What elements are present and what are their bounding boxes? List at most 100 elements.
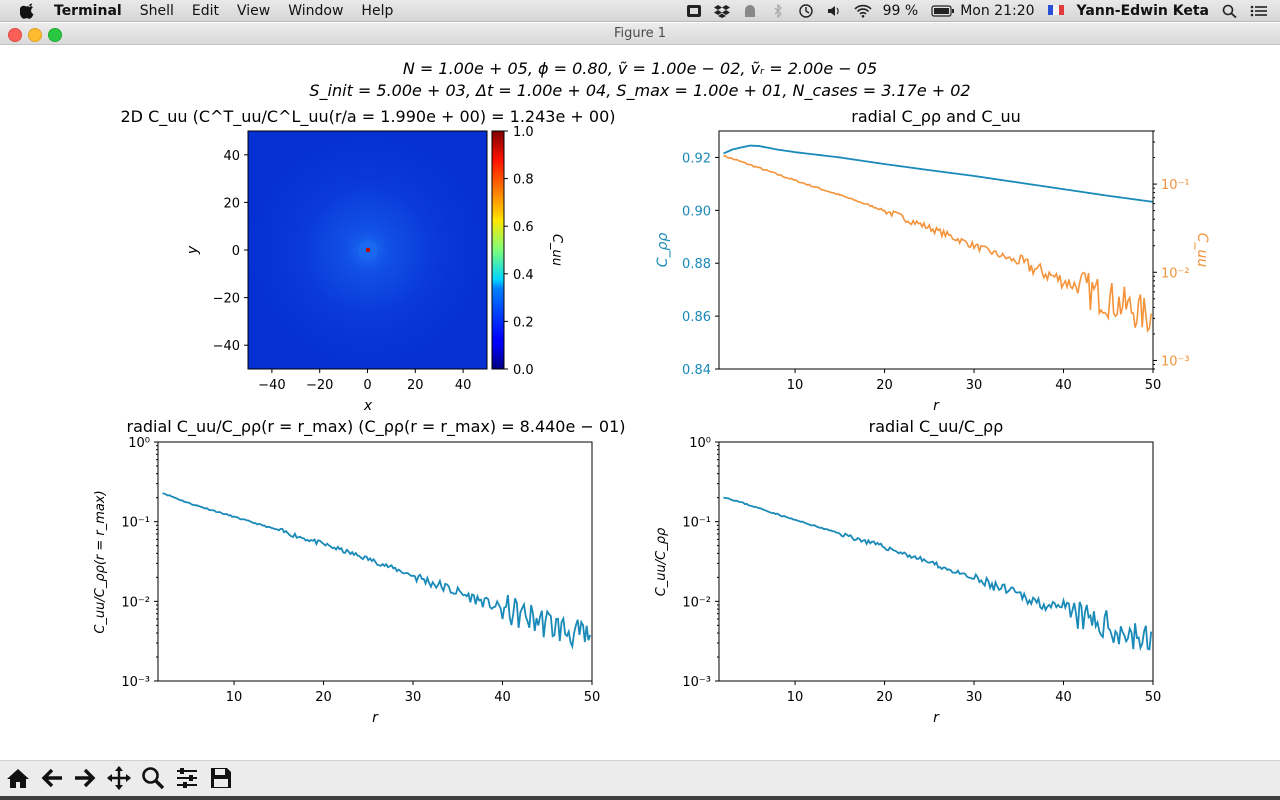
plot3-x-ticks: 10 20 30 40 50 (226, 681, 600, 705)
window-title: Figure 1 (613, 26, 667, 41)
time-machine-icon[interactable] (798, 4, 814, 18)
x-tick-label: 40 (494, 690, 511, 705)
plot1-x-tick-label: 20 (407, 378, 424, 393)
menu-help[interactable]: Help (361, 2, 394, 19)
plot2-y-left-tick-label: 0.90 (682, 204, 711, 219)
colorbar-tick-label: 0.2 (513, 315, 534, 330)
plot2-y-right-tick-label: 10⁻² (1161, 266, 1190, 281)
desktop-strip (0, 796, 1280, 800)
plot3-title: radial C_uu/C_ρρ(r = r_max) (C_ρρ(r = r_… (126, 417, 625, 437)
x-tick-label: 40 (1055, 690, 1072, 705)
plot2-frame (718, 130, 1154, 370)
apple-icon[interactable] (20, 3, 36, 19)
plot1-y-tick-label: 0 (232, 244, 240, 259)
suptitle-line-1: N = 1.00e + 05, ϕ = 0.80, ṽ = 1.00e − 02… (403, 59, 877, 78)
colorbar-tick-label: 0.4 (513, 268, 534, 283)
y-tick-label: 10⁰ (128, 436, 150, 451)
plot1-y-tick-label: −20 (213, 292, 240, 307)
notification-center-icon[interactable] (1250, 4, 1267, 18)
menu-app-name[interactable]: Terminal (54, 2, 122, 19)
x-tick-label: 20 (876, 690, 893, 705)
ratio-line (723, 496, 1153, 652)
clock[interactable]: Mon 21:20 (960, 3, 1035, 19)
plot1-x-tick-label: −40 (258, 378, 285, 393)
plot2-y-right-tick-label: 10⁻¹ (1161, 178, 1190, 193)
y-tick-label: 10⁻¹ (121, 516, 150, 531)
zoom-button[interactable] (138, 763, 168, 793)
colorbar (491, 130, 505, 370)
plot4-title: radial C_uu/C_ρρ (869, 417, 1004, 437)
plot2-lines (723, 144, 1154, 333)
y-tick-label: 10⁻³ (682, 675, 711, 690)
colorbar-tick-label: 0.6 (513, 220, 534, 235)
minimize-window-button[interactable] (28, 28, 42, 42)
plot2-x-tick-label: 50 (1145, 378, 1162, 393)
plot2-title: radial C_ρρ and C_uu (851, 107, 1021, 127)
spotlight-search-icon[interactable] (1222, 4, 1238, 18)
plot4-x-ticks: 10 20 30 40 50 (787, 681, 1161, 705)
menu-view[interactable]: View (236, 2, 271, 19)
plot2-y-ticks-left: 0.92 0.90 0.88 0.86 0.84 (682, 151, 719, 378)
pan-button[interactable] (104, 763, 134, 793)
wifi-icon[interactable] (854, 4, 872, 18)
close-window-button[interactable] (8, 28, 22, 42)
zoom-icon (142, 767, 165, 790)
shield-icon[interactable] (742, 4, 758, 18)
window-titlebar[interactable]: Figure 1 (0, 23, 1280, 45)
menu-shell[interactable]: Shell (139, 2, 174, 19)
plot2-y-left-tick-label: 0.86 (682, 310, 711, 325)
input-source-flag-icon[interactable] (1047, 4, 1064, 18)
plot1-y-ticks: 40 20 0 −20 −40 (213, 149, 248, 354)
battery-percent: 99 % (882, 3, 919, 19)
x-tick-label: 20 (315, 690, 332, 705)
save-icon (211, 768, 231, 788)
configure-subplots-button[interactable] (172, 763, 202, 793)
bluetooth-icon[interactable] (770, 4, 786, 18)
volume-icon[interactable] (826, 4, 842, 18)
user-name[interactable]: Yann-Edwin Keta (1076, 3, 1209, 19)
colorbar-tick-label: 0.8 (513, 173, 534, 188)
colorbar-tick-label: 1.0 (513, 125, 534, 140)
plot2-ylabel-left: C_ρρ (655, 233, 671, 268)
configure-icon (177, 768, 197, 788)
navigation-toolbar (0, 760, 1280, 796)
plot2-x-ticks: 10 20 30 40 50 (787, 369, 1161, 393)
home-button[interactable] (3, 763, 33, 793)
dropbox-icon[interactable] (713, 4, 730, 18)
plot4-ylabel: C_uu/C_ρρ (654, 527, 669, 596)
plot1-x-tick-label: −20 (306, 378, 333, 393)
back-icon (41, 768, 62, 788)
figure-canvas[interactable]: N = 1.00e + 05, ϕ = 0.80, ṽ = 1.00e − 02… (0, 46, 1280, 760)
y-tick-label: 10⁻³ (121, 675, 150, 690)
zoom-window-button[interactable] (48, 28, 62, 42)
plot3-line (162, 492, 592, 650)
plot2-x-tick-label: 40 (1055, 378, 1072, 393)
back-button[interactable] (37, 763, 67, 793)
x-tick-label: 50 (584, 690, 601, 705)
plot4-line (723, 496, 1153, 652)
notes-icon[interactable] (686, 4, 702, 18)
plot1-x-tick-label: 0 (363, 378, 371, 393)
heatmap-center-peak (366, 248, 370, 252)
colorbar-label: C_uu (549, 234, 564, 266)
plot3-y-ticks: 10⁰ 10⁻¹ 10⁻² 10⁻³ (121, 436, 158, 690)
x-tick-label: 30 (405, 690, 422, 705)
y-tick-label: 10⁰ (689, 436, 711, 451)
plot2-y-ticks-right: 10⁻¹ 10⁻² 10⁻³ (1153, 130, 1190, 370)
forward-icon (75, 768, 96, 788)
forward-button[interactable] (70, 763, 100, 793)
y-tick-label: 10⁻² (121, 595, 150, 610)
plot2-x-tick-label: 10 (787, 378, 804, 393)
x-tick-label: 10 (226, 690, 243, 705)
menu-window[interactable]: Window (288, 2, 344, 19)
plot1-y-tick-label: −40 (213, 339, 240, 354)
battery-icon[interactable] (931, 4, 955, 18)
plot4-xlabel: r (933, 710, 940, 726)
save-figure-button[interactable] (206, 763, 236, 793)
plot1-xlabel: x (363, 398, 373, 414)
menu-edit[interactable]: Edit (191, 2, 219, 19)
plot2-y-left-tick-label: 0.84 (682, 363, 711, 378)
y-tick-label: 10⁻² (682, 595, 711, 610)
plot1-x-ticks: −40 −20 0 20 40 (258, 369, 471, 393)
x-tick-label: 30 (966, 690, 983, 705)
